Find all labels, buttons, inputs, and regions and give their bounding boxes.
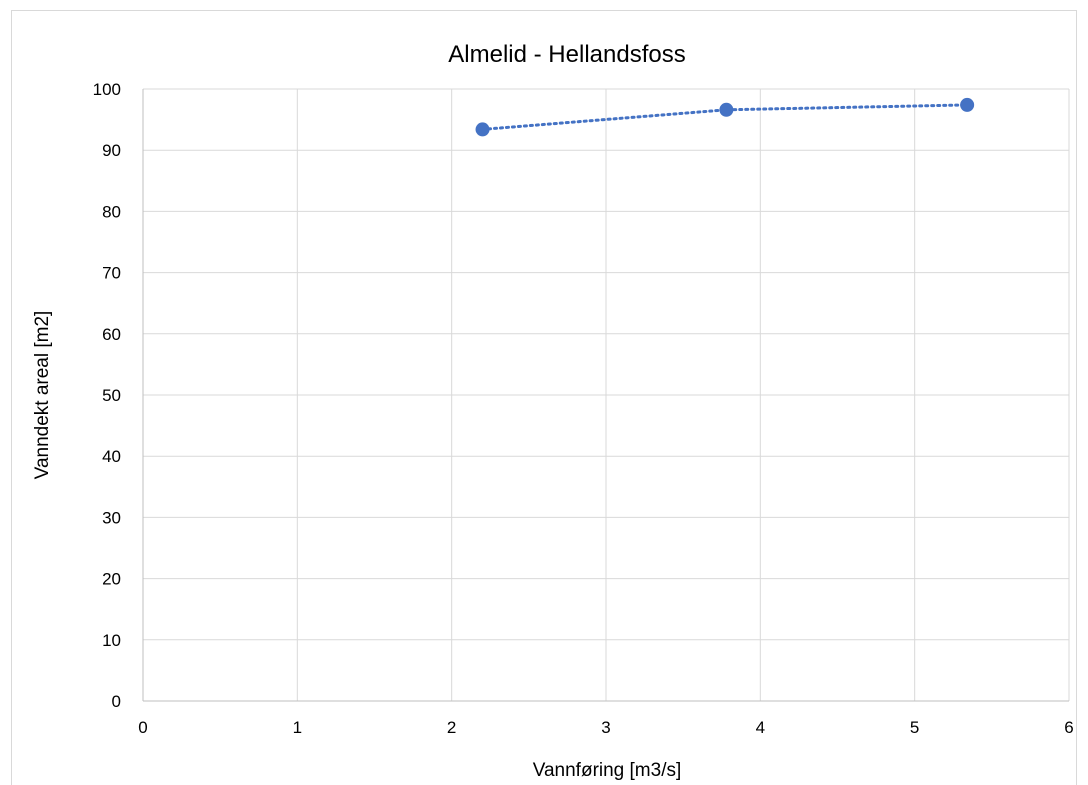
y-tick-label: 80 [102,202,121,221]
x-tick-label: 6 [1064,718,1073,737]
gridlines [143,88,1070,701]
y-tick-label: 50 [102,386,121,405]
data-point [475,122,490,137]
y-tick-label: 30 [102,508,121,527]
data-series [475,97,975,137]
x-tick-label: 5 [910,718,919,737]
data-point [960,97,975,112]
y-tick-label: 60 [102,325,121,344]
y-tick-label: 20 [102,570,121,589]
x-tick-label: 1 [293,718,302,737]
y-tick-label: 90 [102,141,121,160]
y-axis-title: Vanndekt areal [m2] [32,311,53,480]
x-axis-title: Vannføring [m3/s] [533,760,682,781]
x-tick-label: 2 [447,718,456,737]
y-tick-label: 70 [102,264,121,283]
data-point [719,102,734,117]
x-tick-label: 0 [138,718,147,737]
chart-area [11,10,1077,785]
y-tick-label: 0 [112,692,121,711]
x-tick-label: 3 [601,718,610,737]
y-tick-label: 10 [102,631,121,650]
axes: 0 10 20 30 40 50 60 70 80 90 100 0 1 2 3 4 5 6 [93,80,1074,737]
y-tick-label: 40 [102,447,121,466]
chart-title: Almelid - Hellandsfoss [448,41,685,68]
y-tick-label: 100 [93,80,121,99]
x-tick-label: 4 [756,718,765,737]
